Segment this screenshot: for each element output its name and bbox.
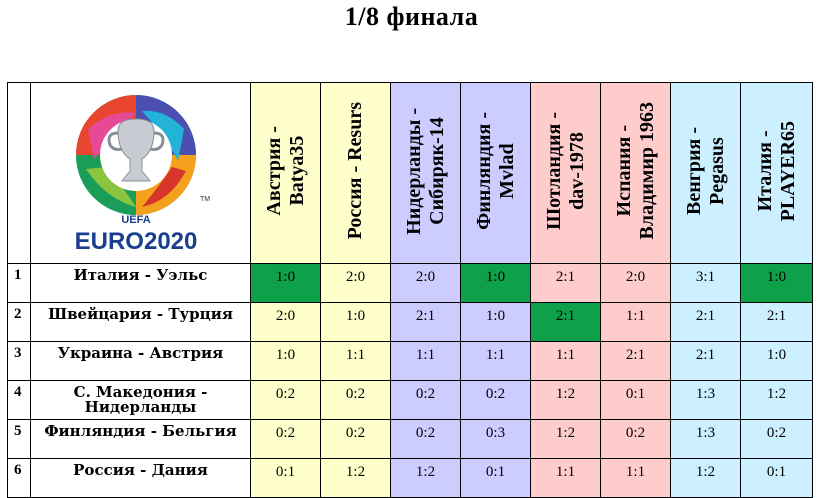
score-cell: 1:1 — [390, 341, 461, 381]
table-row: 1 Италия - Уэльс 1:0 2:0 2:0 1:0 2:1 2:0 3:1 1:0 — [7, 263, 813, 303]
table-row: 2 Швейцария - Турция 2:0 1:0 2:1 1:0 2:1 1:1 2:1… — [7, 302, 813, 342]
match-name: Швейцария - Турция — [30, 302, 251, 342]
table-row: 4 С. Македония - Нидерланды 0:2 0:2 0:2 0:2 1:… — [7, 380, 813, 420]
score-cell: 1:0 — [250, 263, 321, 303]
predictions-table: TM UEFA EURO2020 Австрия - Batya35 Россия … — [7, 82, 813, 498]
svg-text:UEFA: UEFA — [121, 214, 150, 226]
score-cell: 2:0 — [250, 302, 321, 342]
table-row: 3 Украина - Австрия 1:0 1:1 1:1 1:1 1:1 2:1 2:1 1… — [7, 341, 813, 381]
column-header-label: Испания - Владимир 1963 — [612, 102, 658, 240]
column-header-label: Италия - PLAYER65 — [753, 120, 799, 222]
column-header: Италия - PLAYER65 — [740, 82, 813, 264]
row-number: 5 — [7, 419, 31, 459]
score-cell: 1:2 — [390, 458, 461, 498]
match-name: Италия - Уэльс — [30, 263, 251, 303]
svg-text:EURO2020: EURO2020 — [74, 228, 197, 255]
score-cell: 0:2 — [320, 380, 391, 420]
corner-cell — [7, 82, 31, 264]
column-header: Нидерланды - Сибиряк-14 — [390, 82, 461, 264]
score-cell: 0:2 — [600, 419, 671, 459]
score-cell: 1:3 — [670, 419, 741, 459]
score-cell: 1:1 — [530, 458, 601, 498]
score-cell: 0:2 — [390, 380, 461, 420]
table-row: 5 Финляндия - Бельгия 0:2 0:2 0:2 0:3 1:2 0:2 1:… — [7, 419, 813, 459]
score-cell: 0:1 — [250, 458, 321, 498]
score-cell: 2:1 — [390, 302, 461, 342]
score-cell: 1:1 — [460, 341, 531, 381]
score-cell: 2:1 — [530, 302, 601, 342]
euro2020-logo-icon: TM UEFA EURO2020 — [31, 89, 250, 257]
score-cell: 1:0 — [740, 341, 813, 381]
score-cell: 0:1 — [600, 380, 671, 420]
score-cell: 2:1 — [670, 341, 741, 381]
score-cell: 1:2 — [670, 458, 741, 498]
score-cell: 1:2 — [320, 458, 391, 498]
match-name: Россия - Дания — [30, 458, 251, 498]
score-cell: 0:2 — [390, 419, 461, 459]
score-cell: 0:1 — [460, 458, 531, 498]
score-cell: 0:2 — [740, 419, 813, 459]
column-header-label: Нидерланды - Сибиряк-14 — [402, 107, 448, 235]
score-cell: 1:3 — [670, 380, 741, 420]
score-cell: 1:1 — [600, 302, 671, 342]
score-cell: 0:3 — [460, 419, 531, 459]
row-number: 1 — [7, 263, 31, 303]
column-header-label: Финляндия - Mvlad — [472, 112, 518, 230]
column-header-label: Австрия - Batya35 — [262, 126, 308, 216]
column-header: Россия - Resurs — [320, 82, 391, 264]
score-cell: 0:2 — [250, 419, 321, 459]
row-number: 2 — [7, 302, 31, 342]
score-cell: 1:2 — [740, 380, 813, 420]
score-cell: 1:2 — [530, 419, 601, 459]
match-name: Финляндия - Бельгия — [30, 419, 251, 459]
header-row: TM UEFA EURO2020 Австрия - Batya35 Россия … — [7, 82, 813, 264]
score-cell: 1:0 — [460, 302, 531, 342]
score-cell: 1:1 — [320, 341, 391, 381]
score-cell: 2:1 — [670, 302, 741, 342]
row-number: 6 — [7, 458, 31, 498]
column-header: Шотландия - dav-1978 — [530, 82, 601, 264]
column-header: Австрия - Batya35 — [250, 82, 321, 264]
row-number: 3 — [7, 341, 31, 381]
score-cell: 2:1 — [530, 263, 601, 303]
match-name: Украина - Австрия — [30, 341, 251, 381]
svg-text:TM: TM — [200, 196, 210, 203]
match-name: С. Македония - Нидерланды — [30, 380, 251, 420]
column-header: Финляндия - Mvlad — [460, 82, 531, 264]
score-cell: 1:2 — [530, 380, 601, 420]
score-cell: 0:2 — [320, 419, 391, 459]
score-cell: 2:0 — [390, 263, 461, 303]
column-header-label: Шотландия - dav-1978 — [542, 112, 588, 230]
score-cell: 1:0 — [250, 341, 321, 381]
score-cell: 1:0 — [460, 263, 531, 303]
score-cell: 2:1 — [600, 341, 671, 381]
column-header-label: Венгрия - Pegasus — [682, 127, 728, 215]
page-title: 1/8 финала — [344, 2, 479, 31]
score-cell: 0:1 — [740, 458, 813, 498]
score-cell: 2:0 — [600, 263, 671, 303]
column-header: Испания - Владимир 1963 — [600, 82, 671, 264]
column-header: Венгрия - Pegasus — [670, 82, 741, 264]
score-cell: 1:1 — [530, 341, 601, 381]
score-cell: 0:2 — [250, 380, 321, 420]
logo-cell: TM UEFA EURO2020 — [30, 82, 251, 264]
row-number: 4 — [7, 380, 31, 420]
score-cell: 2:0 — [320, 263, 391, 303]
score-cell: 3:1 — [670, 263, 741, 303]
score-cell: 0:2 — [460, 380, 531, 420]
column-header-label: Россия - Resurs — [344, 102, 366, 240]
score-cell: 2:1 — [740, 302, 813, 342]
score-cell: 1:0 — [740, 263, 813, 303]
score-cell: 1:0 — [320, 302, 391, 342]
table-row: 6 Россия - Дания 0:1 1:2 1:2 0:1 1:1 1:1 1:2 0:1 — [7, 458, 813, 498]
score-cell: 1:1 — [600, 458, 671, 498]
